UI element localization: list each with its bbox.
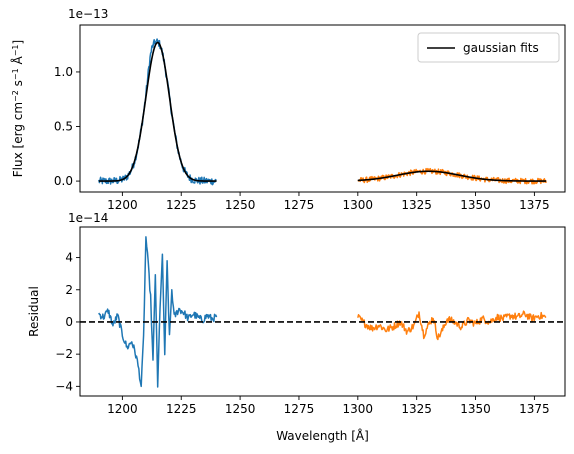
y-tick-label: 4	[65, 251, 73, 265]
x-tick-label: 1300	[343, 402, 374, 416]
x-tick-label: 1300	[343, 198, 374, 212]
x-tick-label: 1225	[166, 402, 197, 416]
x-tick-label: 1250	[225, 402, 256, 416]
x-tick-label: 1275	[284, 402, 315, 416]
x-tick-label: 1350	[460, 402, 491, 416]
residual-x-ticks: 1200 1225 1250 1275 1300 1325 1350 1375	[107, 396, 550, 416]
residual-y-ticks: −4 −2 0 2 4	[55, 251, 80, 393]
x-tick-label: 1325	[401, 402, 432, 416]
y-tick-label: −4	[55, 379, 73, 393]
residual-series-1	[98, 236, 218, 388]
x-tick-label: 1200	[107, 198, 138, 212]
ylabel-exp-3: −1	[11, 44, 20, 56]
ylabel-part-mid-1: s	[11, 80, 25, 90]
flux-x-ticks: 1200 1225 1250 1275 1300 1325 1350 1375	[107, 192, 550, 212]
flux-y-ticks: 0.0 0.5 1.0	[54, 65, 80, 188]
x-tick-label: 1350	[460, 198, 491, 212]
ylabel-part-tail: ]	[11, 40, 25, 45]
residual-y-axis-label: Residual	[27, 286, 41, 337]
x-tick-label: 1200	[107, 402, 138, 416]
flux-y-axis-label: Flux [erg cm−2 s−1 Å−1]	[10, 40, 25, 177]
flux-data-lines	[98, 38, 547, 186]
residual-series-2	[357, 310, 547, 341]
legend-box	[417, 32, 560, 63]
flux-series-1	[98, 38, 217, 186]
residual-panel: 1200 1225 1250 1275 1300 1325 1350 1375 −4 −2 0 2 4…	[27, 211, 566, 443]
y-tick-label: 0.5	[54, 120, 73, 134]
x-tick-label: 1225	[166, 198, 197, 212]
wavelength-x-axis-label: Wavelength [Å]	[276, 428, 369, 443]
y-tick-label: 0	[65, 315, 73, 329]
ylabel-part-mid-2: Å	[10, 55, 25, 68]
x-tick-label: 1375	[519, 402, 550, 416]
residual-offset-text: 1e−14	[68, 211, 108, 225]
legend: gaussian fits	[417, 32, 560, 63]
ylabel-exp-2: −1	[11, 68, 20, 80]
gaussian-fit-1	[98, 41, 217, 182]
flux-panel: 1200 1225 1250 1275 1300 1325 1350 1375 0.0 0.5 1…	[10, 7, 566, 212]
legend-entry-gaussian-fits: gaussian fits	[463, 41, 539, 55]
flux-offset-text: 1e−13	[68, 7, 108, 21]
x-tick-label: 1250	[225, 198, 256, 212]
x-tick-label: 1375	[519, 198, 550, 212]
ylabel-exp-1: −2	[11, 90, 20, 102]
x-tick-label: 1325	[401, 198, 432, 212]
residual-axes-frame	[79, 226, 566, 397]
residual-data-lines	[80, 236, 565, 388]
y-tick-label: 0.0	[54, 174, 73, 188]
y-tick-label: 2	[65, 283, 73, 297]
x-tick-label: 1275	[284, 198, 315, 212]
y-tick-label: −2	[55, 347, 73, 361]
gaussian-fit-2	[357, 170, 547, 182]
y-tick-label: 1.0	[54, 65, 73, 79]
flux-axes-frame	[79, 24, 566, 193]
ylabel-part-base: Flux [erg cm	[11, 102, 25, 177]
